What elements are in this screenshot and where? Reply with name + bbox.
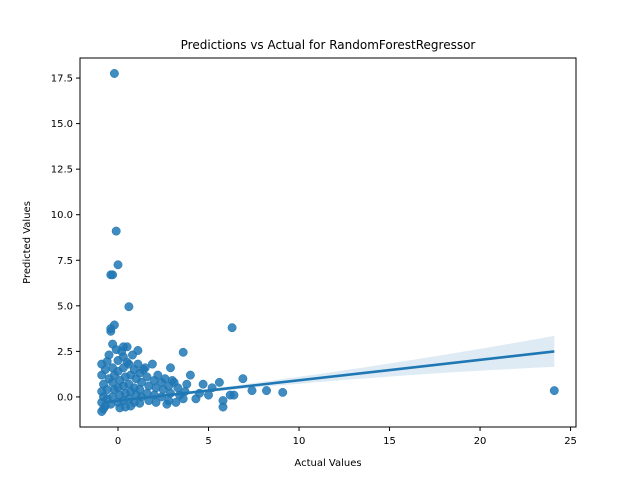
- data-point: [147, 359, 157, 369]
- data-point: [182, 379, 192, 389]
- data-point: [153, 370, 163, 380]
- data-point: [133, 359, 143, 369]
- data-point: [140, 363, 150, 373]
- data-point: [169, 377, 179, 387]
- data-point: [214, 377, 224, 387]
- data-point: [135, 368, 145, 378]
- data-point: [160, 374, 170, 384]
- data-point: [198, 379, 208, 389]
- y-tick-label: 10.0: [51, 210, 73, 221]
- data-point: [109, 69, 119, 78]
- data-point: [106, 326, 116, 336]
- y-tick-label: 2.5: [57, 347, 73, 358]
- x-tick-label: 5: [205, 436, 211, 447]
- data-point: [106, 270, 116, 280]
- y-axis-label: Predicted Values: [22, 201, 33, 284]
- data-point: [111, 226, 121, 236]
- x-tick-label: 0: [115, 436, 121, 447]
- y-tick-label: 0.0: [57, 392, 73, 403]
- plot-area: [97, 69, 559, 416]
- chart-title: Predictions vs Actual for RandomForestRe…: [181, 38, 476, 52]
- axes-frame: [79, 57, 577, 428]
- data-point: [185, 370, 195, 380]
- data-point: [178, 347, 188, 357]
- data-point: [218, 402, 228, 412]
- x-axis-label: Actual Values: [294, 458, 361, 469]
- y-tick-label: 17.5: [51, 74, 73, 85]
- x-axis: 0 5 10 15 20 25: [115, 427, 577, 447]
- data-point: [178, 394, 188, 404]
- data-point: [164, 396, 174, 406]
- y-axis: 0.0 2.5 5.0 7.5 10.0 12.5 15.0 17.5: [51, 74, 80, 403]
- regression-line: [103, 350, 555, 404]
- data-point: [128, 350, 137, 360]
- x-tick-label: 15: [383, 436, 396, 447]
- data-point: [151, 397, 161, 407]
- data-point: [124, 302, 134, 312]
- y-tick-label: 15.0: [51, 119, 73, 130]
- x-tick-label: 20: [474, 436, 487, 447]
- data-point: [111, 345, 121, 355]
- x-tick-label: 10: [293, 436, 306, 447]
- data-point: [122, 357, 132, 367]
- x-tick-label: 25: [564, 436, 577, 447]
- y-tick-label: 12.5: [51, 165, 73, 176]
- data-point: [135, 398, 145, 408]
- data-point: [229, 390, 239, 400]
- y-tick-label: 5.0: [57, 301, 73, 312]
- data-point: [262, 386, 271, 396]
- data-point: [238, 374, 248, 384]
- data-point: [227, 323, 237, 333]
- data-point: [100, 365, 110, 375]
- data-point: [278, 387, 288, 397]
- data-point: [166, 363, 175, 373]
- data-point: [113, 260, 123, 270]
- y-tick-label: 7.5: [57, 256, 73, 267]
- data-point: [142, 372, 152, 382]
- data-point: [549, 386, 559, 396]
